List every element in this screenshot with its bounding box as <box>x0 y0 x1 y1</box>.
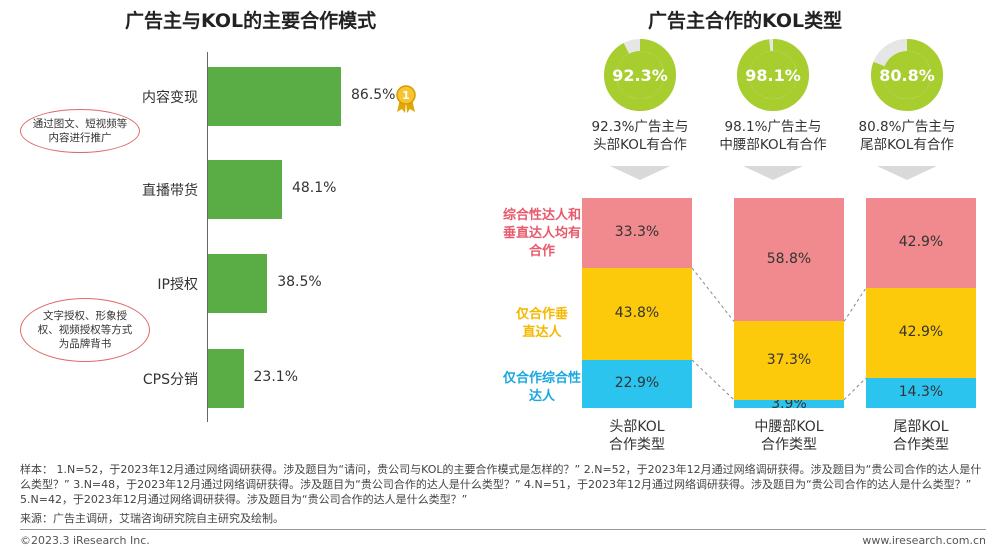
footer-divider <box>20 529 986 530</box>
donut-inner-fill <box>749 51 797 99</box>
stack-segment <box>734 198 844 322</box>
website-link[interactable]: www.iresearch.com.cn <box>862 534 986 547</box>
bar-value-label: 86.5% <box>351 87 396 103</box>
stack-segment <box>582 267 692 360</box>
donut-description: 80.8%广告主与尾部KOL有合作 <box>858 119 956 153</box>
down-arrow-icon <box>610 166 670 180</box>
stack-category-label: 头部KOL合作类型 <box>609 419 665 453</box>
donut-description: 92.3%广告主与头部KOL有合作 <box>591 119 689 153</box>
donut-inner-fill <box>616 51 664 99</box>
donut-arc <box>737 39 809 111</box>
category-label-both: 综合性达人和垂直达人均有合作 <box>502 208 581 259</box>
stack-segment <box>734 321 844 400</box>
stack-segment <box>866 198 976 288</box>
stack-category-label: 中腰部KOL合作类型 <box>754 419 824 453</box>
svg-text:1: 1 <box>402 89 410 102</box>
stack-segment-label: 37.3% <box>766 351 812 368</box>
donut-1: 92.3% <box>604 39 676 111</box>
connector-line <box>691 267 735 322</box>
sample-note: 样本： 1.N=52，于2023年12月通过网络调研获得。涉及题目为“请问，贵公… <box>20 463 982 506</box>
callout-content-monetization: 通过图文、短视频等内容进行推广 <box>20 109 140 153</box>
donut-2: 98.1% <box>737 39 809 111</box>
bar-category-label: 内容变现 <box>142 90 198 106</box>
stack-segment-label: 43.8% <box>614 304 660 321</box>
donut-inner-fill <box>883 51 931 99</box>
category-label-vertical-only: 仅合作垂直达人 <box>515 307 568 340</box>
donut-description: 98.1%广告主与中腰部KOL有合作 <box>719 119 827 153</box>
connector-line <box>843 377 867 401</box>
donut-value-label: 92.3% <box>612 66 668 85</box>
stack-category-label: 尾部KOL合作类型 <box>893 419 949 453</box>
callout-ip-license: 文字授权、形象授权、视频授权等方式为品牌背书 <box>20 298 150 362</box>
category-label-comprehensive-only: 仅合作综合性达人 <box>502 371 581 404</box>
stack-segment-label: 3.9% <box>771 396 807 412</box>
bar-2 <box>208 159 282 219</box>
donut-value-label: 80.8% <box>879 66 935 85</box>
down-arrow-icon <box>877 166 937 180</box>
left-chart-title: 广告主与KOL的主要合作模式 <box>125 10 377 32</box>
stack-segment <box>866 288 976 378</box>
bar-value-label: 48.1% <box>291 180 337 196</box>
bar-value-label: 38.5% <box>277 274 322 290</box>
stack-segment <box>582 198 692 268</box>
stack-segment <box>734 399 844 408</box>
copyright: ©2023.3 iResearch Inc. <box>20 534 150 547</box>
stack-segment-label: 14.3% <box>898 384 944 400</box>
stack-segment-label: 22.9% <box>614 374 660 391</box>
stack-segment-label: 42.9% <box>898 234 944 250</box>
stack-segment <box>582 359 692 408</box>
donut-arc <box>604 39 676 111</box>
bar-1 <box>208 66 341 126</box>
connector-line <box>691 359 735 401</box>
stack-segment-label: 42.9% <box>898 324 944 340</box>
bar-category-label: 直播带货 <box>142 183 198 199</box>
donut-value-label: 98.1% <box>745 66 801 85</box>
donut-3: 80.8% <box>871 39 943 111</box>
medal-icon: 1 <box>396 85 416 113</box>
bar-4 <box>208 348 244 408</box>
connector-line <box>843 287 867 322</box>
left-axis-line <box>207 52 208 422</box>
stack-segment <box>866 378 976 408</box>
right-chart-title: 广告主合作的KOL类型 <box>648 10 843 32</box>
stack-segment-label: 33.3% <box>614 223 660 240</box>
donut-arc <box>871 39 943 111</box>
bar-category-label: CPS分销 <box>142 372 198 388</box>
bar-category-label: IP授权 <box>157 277 198 293</box>
bar-3 <box>208 253 268 313</box>
bar-value-label: 23.1% <box>253 369 298 385</box>
down-arrow-icon <box>743 166 803 180</box>
stack-segment-label: 58.8% <box>766 250 812 267</box>
source-note: 来源：广告主调研，艾瑞咨询研究院自主研究及绘制。 <box>20 512 284 525</box>
